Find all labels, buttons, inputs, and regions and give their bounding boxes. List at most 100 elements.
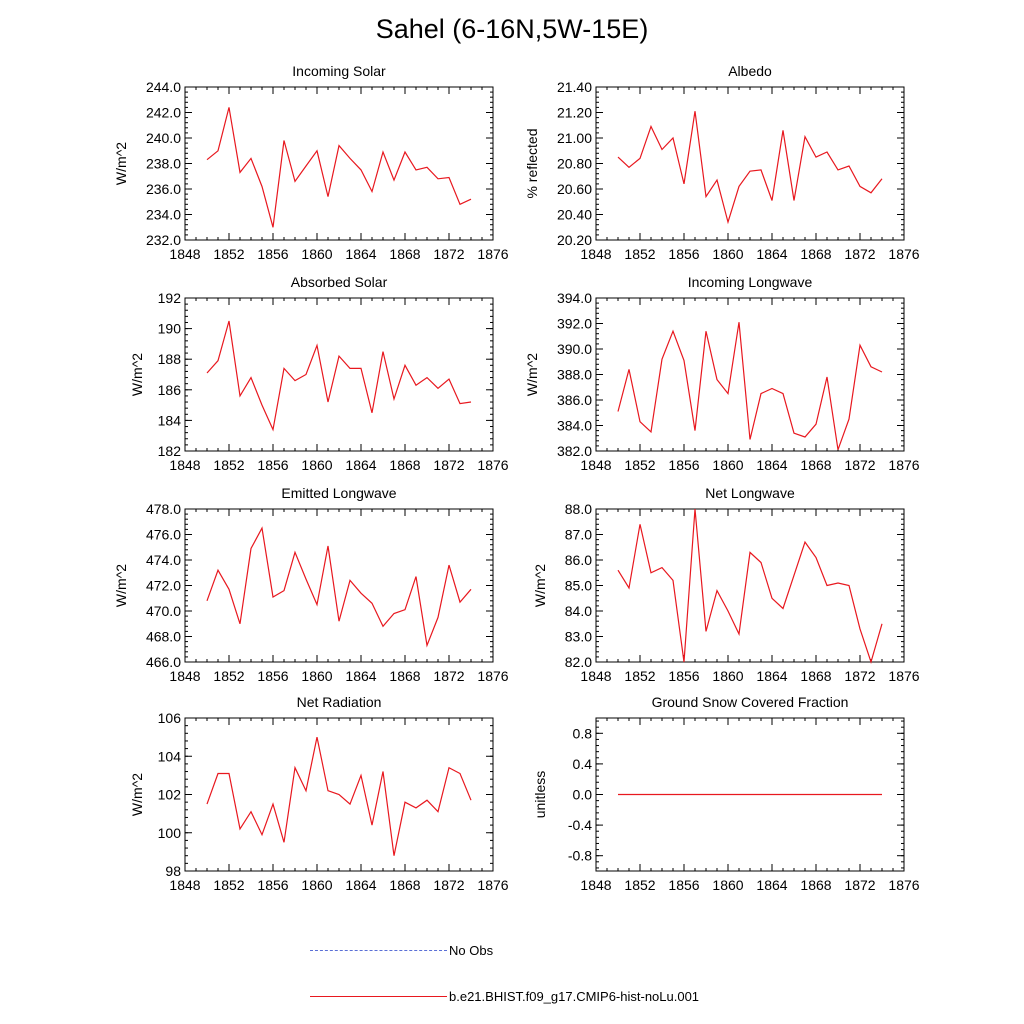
y-axis-label: W/m^2 (532, 564, 548, 607)
legend-item-model: b.e21.BHIST.f09_g17.CMIP6-hist-noLu.001 (310, 987, 699, 1005)
x-tick-label: 1860 (301, 457, 332, 473)
y-tick-label: 184 (158, 412, 182, 428)
x-tick-label: 1856 (257, 457, 288, 473)
panel-title: Net Radiation (297, 694, 382, 710)
x-tick-label: 1852 (213, 668, 244, 684)
y-tick-label: 390.0 (557, 341, 592, 357)
y-tick-label: 232.0 (146, 232, 181, 248)
series-line (617, 322, 883, 450)
x-tick-label: 1848 (169, 668, 200, 684)
x-tick-label: 1848 (580, 246, 611, 262)
x-tick-label: 1848 (169, 246, 200, 262)
legend-label-obs: No Obs (449, 942, 494, 958)
y-tick-label: 20.60 (557, 181, 592, 197)
y-tick-label: 472.0 (146, 578, 181, 594)
y-tick-label: 242.0 (146, 105, 181, 121)
x-tick-label: 1876 (888, 668, 919, 684)
y-tick-label: 87.0 (565, 527, 592, 543)
panel-title: Absorbed Solar (291, 274, 388, 290)
legend-label-model: b.e21.BHIST.f09_g17.CMIP6-hist-noLu.001 (449, 988, 700, 1004)
series-line (617, 111, 883, 225)
panel-title: Albedo (728, 63, 772, 79)
y-tick-label: -0.4 (568, 817, 592, 833)
y-tick-label: 83.0 (565, 629, 592, 645)
y-tick-label: 244.0 (146, 79, 181, 95)
x-tick-label: 1868 (800, 246, 831, 262)
x-tick-label: 1864 (345, 668, 376, 684)
y-tick-label: 20.40 (557, 207, 592, 223)
y-axis-label: % reflected (524, 128, 540, 198)
chart-panel-8: 1848 1852 1856 1860 1864 1868 1872 1876 -0.8 -0.4… (532, 694, 920, 893)
y-tick-label: 21.40 (557, 79, 592, 95)
x-tick-label: 1856 (257, 668, 288, 684)
y-tick-label: 386.0 (557, 392, 592, 408)
series-line (206, 107, 472, 228)
y-axis-label: W/m^2 (113, 142, 129, 185)
y-tick-label: 468.0 (146, 629, 181, 645)
x-tick-label: 1876 (477, 457, 508, 473)
x-tick-label: 1876 (477, 668, 508, 684)
y-tick-label: 474.0 (146, 552, 181, 568)
y-tick-label: 476.0 (146, 527, 181, 543)
y-tick-label: 20.20 (557, 232, 592, 248)
plot-frame (184, 297, 494, 452)
x-tick-label: 1864 (756, 668, 787, 684)
x-tick-label: 1856 (668, 877, 699, 893)
y-tick-label: 21.00 (557, 130, 592, 146)
x-tick-label: 1864 (345, 246, 376, 262)
x-tick-label: 1868 (389, 877, 420, 893)
y-tick-label: 392.0 (557, 316, 592, 332)
x-tick-label: 1860 (301, 246, 332, 262)
x-tick-label: 1876 (888, 457, 919, 473)
x-tick-label: 1860 (301, 877, 332, 893)
x-tick-label: 1848 (169, 457, 200, 473)
y-tick-label: 84.0 (565, 603, 592, 619)
x-tick-label: 1868 (389, 457, 420, 473)
y-tick-label: 388.0 (557, 367, 592, 383)
y-tick-label: 21.20 (557, 105, 592, 121)
chart-panel-7: 1848 1852 1856 1860 1864 1868 1872 1876 98 100 102… (129, 694, 509, 893)
x-tick-label: 1868 (389, 668, 420, 684)
panel-title: Ground Snow Covered Fraction (652, 694, 849, 710)
panel-title: Emitted Longwave (281, 485, 396, 501)
y-tick-label: 104 (158, 748, 182, 764)
x-tick-label: 1872 (844, 877, 875, 893)
series-line (617, 508, 883, 665)
x-tick-label: 1856 (257, 246, 288, 262)
x-tick-label: 1864 (756, 877, 787, 893)
x-tick-label: 1868 (800, 668, 831, 684)
y-tick-label: 382.0 (557, 443, 592, 459)
x-tick-label: 1852 (624, 668, 655, 684)
y-tick-label: 394.0 (557, 290, 592, 306)
y-tick-label: 384.0 (557, 418, 592, 434)
legend-swatch-solid (310, 995, 447, 997)
y-tick-label: 240.0 (146, 130, 181, 146)
y-axis-label: W/m^2 (129, 773, 145, 816)
x-tick-label: 1852 (213, 246, 244, 262)
x-tick-label: 1876 (477, 877, 508, 893)
series-line (206, 320, 472, 432)
x-tick-label: 1852 (624, 877, 655, 893)
y-tick-label: 98 (165, 863, 181, 879)
y-tick-label: 478.0 (146, 501, 181, 517)
x-tick-label: 1864 (345, 877, 376, 893)
y-tick-label: 236.0 (146, 181, 181, 197)
y-tick-label: 238.0 (146, 156, 181, 172)
chart-panel-3: 1848 1852 1856 1860 1864 1868 1872 1876 182 184 18… (129, 274, 509, 473)
y-tick-label: 186 (158, 382, 182, 398)
y-tick-label: 88.0 (565, 501, 592, 517)
y-tick-label: 106 (158, 710, 182, 726)
plot-frame (595, 297, 905, 452)
chart-panel-1: 1848 1852 1856 1860 1864 1868 1872 1876 232.0 234… (113, 63, 509, 262)
legend-item-obs: No Obs (310, 941, 493, 959)
y-tick-label: 102 (158, 787, 182, 803)
x-tick-label: 1856 (257, 877, 288, 893)
x-tick-label: 1852 (624, 246, 655, 262)
y-tick-label: 86.0 (565, 552, 592, 568)
panel-title: Incoming Longwave (688, 274, 813, 290)
y-tick-label: 192 (158, 290, 182, 306)
x-tick-label: 1852 (213, 457, 244, 473)
y-tick-label: 85.0 (565, 578, 592, 594)
x-tick-label: 1876 (888, 877, 919, 893)
